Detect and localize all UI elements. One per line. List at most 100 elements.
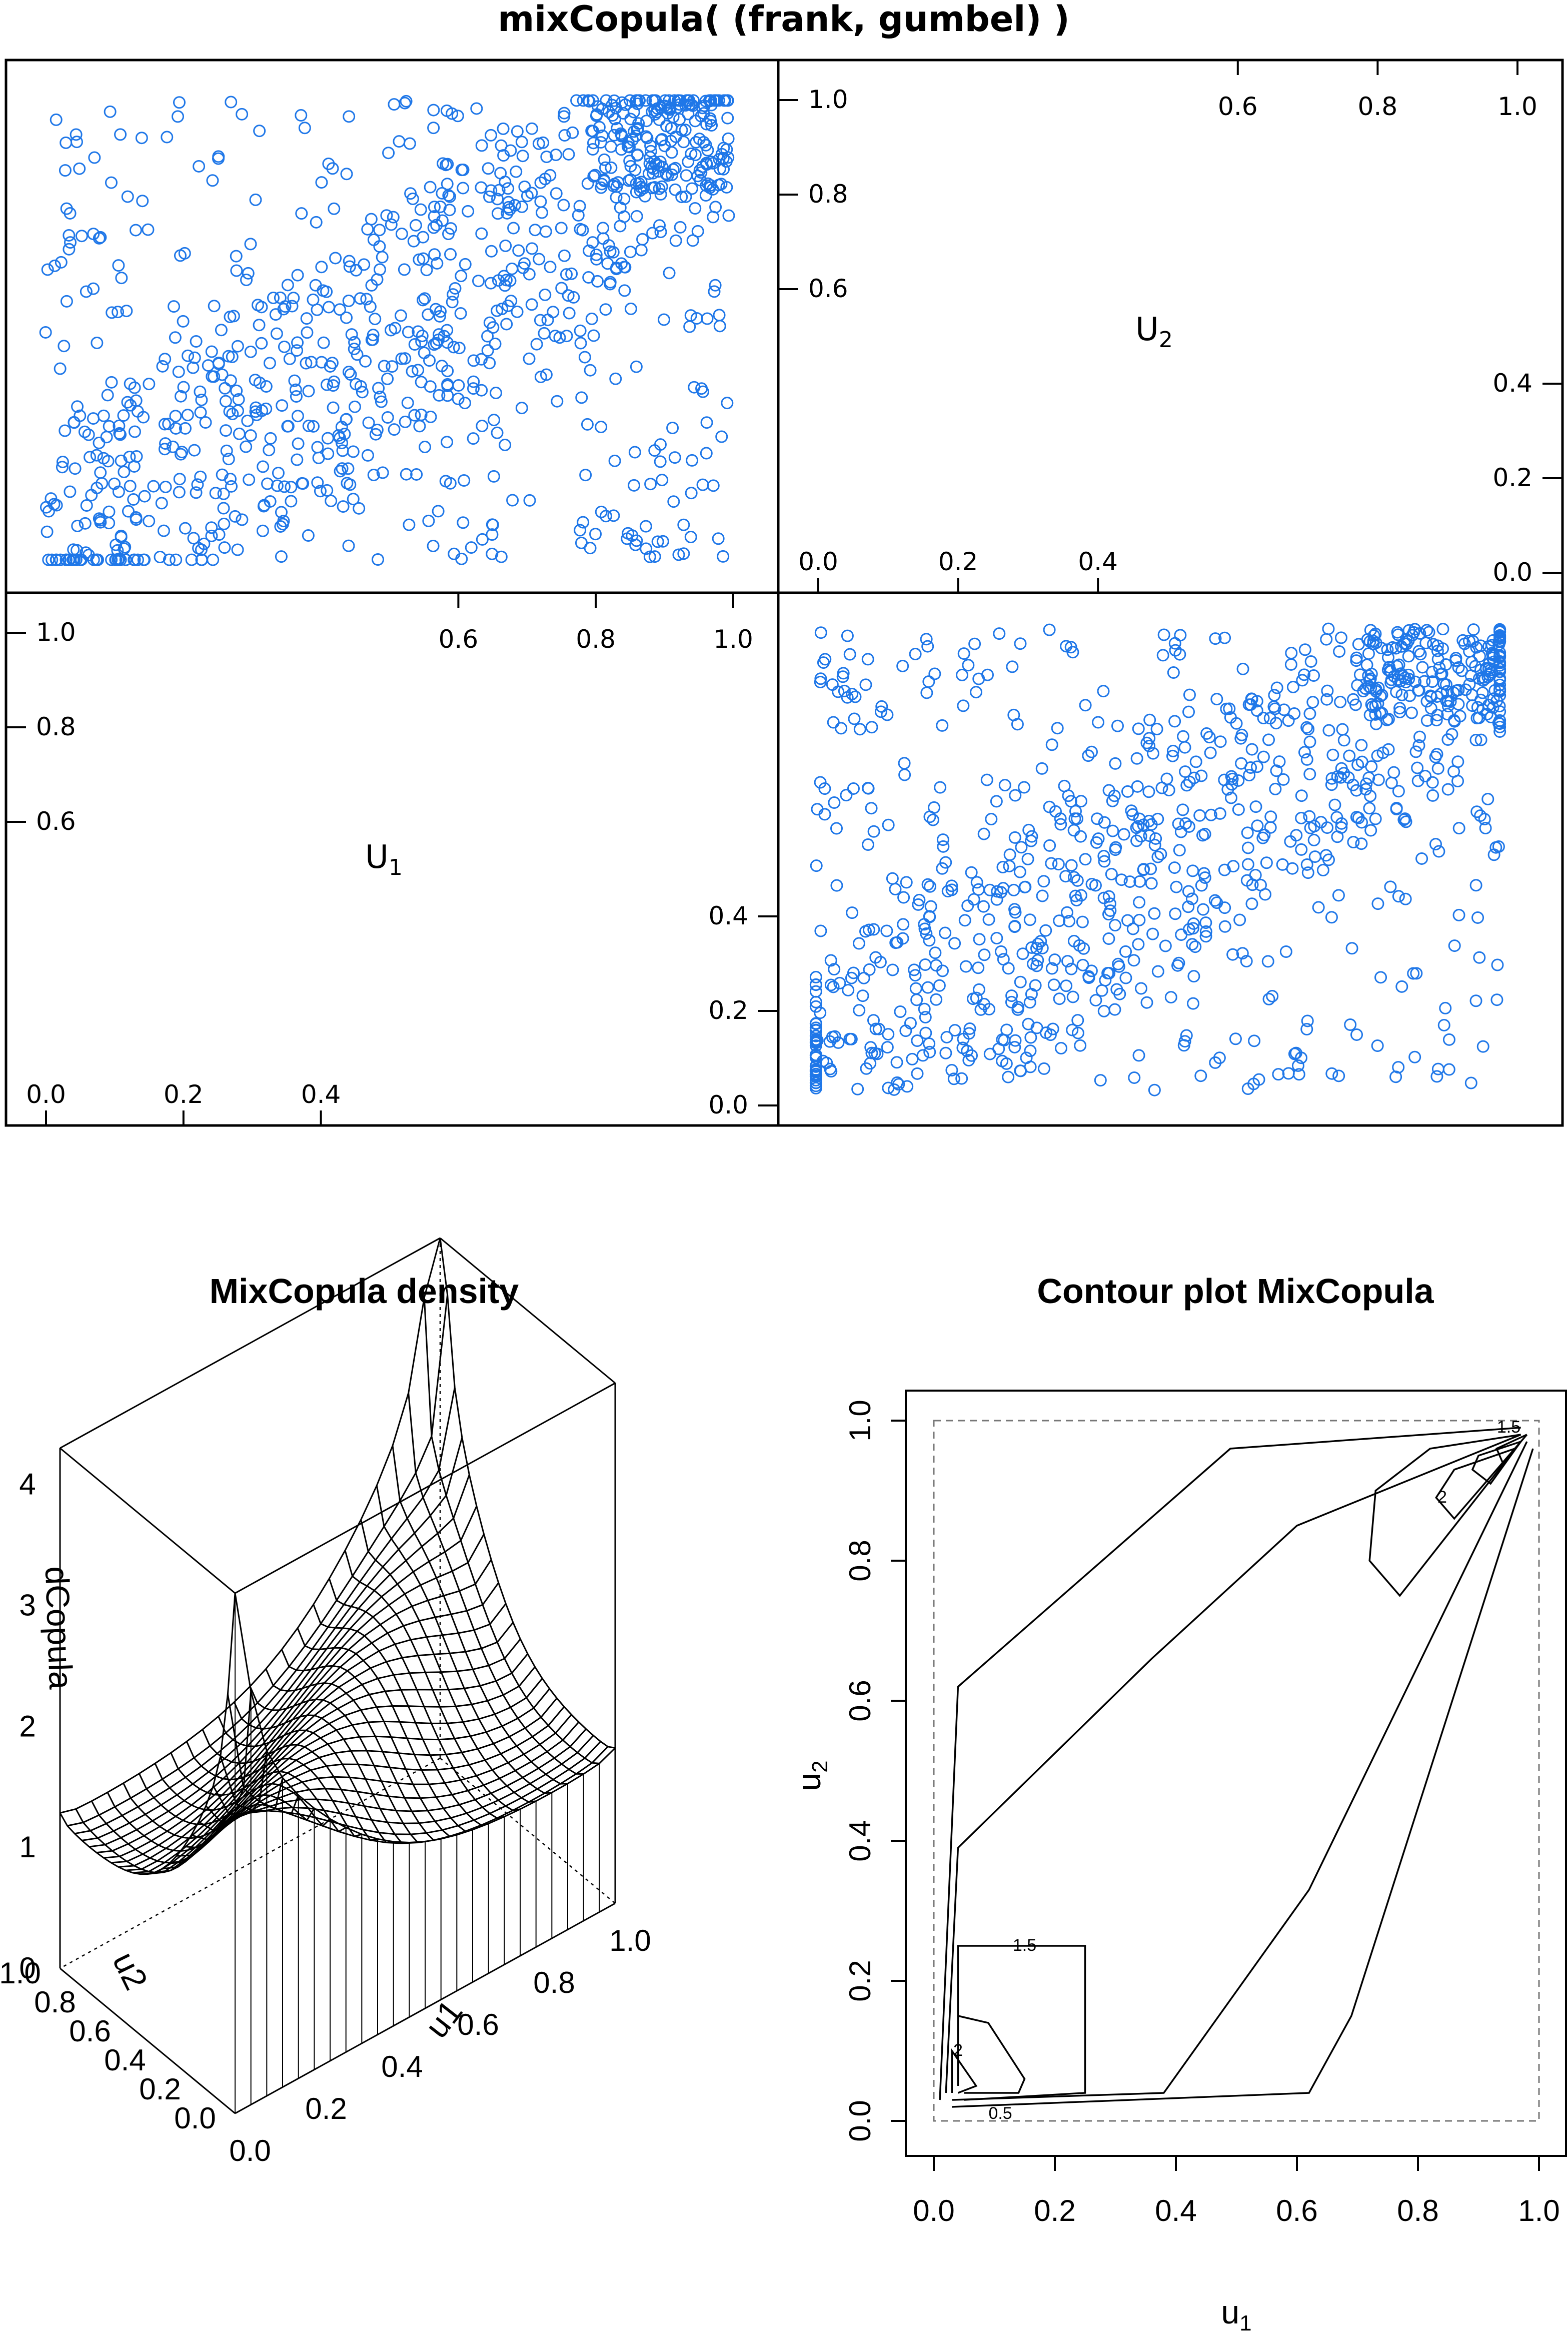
persp-ytick: 1.0 (0, 1956, 41, 1990)
scatter-point (631, 148, 644, 161)
scatter-point (853, 723, 866, 736)
scatter-point (1024, 1044, 1037, 1057)
scatter-point (302, 529, 315, 542)
scatter-point (404, 187, 417, 200)
scatter-point (93, 436, 106, 449)
scatter-point (1349, 698, 1362, 711)
scatter-point (882, 818, 895, 831)
scatter-point (427, 221, 440, 234)
scatter-point (486, 518, 499, 531)
scatter-point (401, 396, 414, 409)
scatter-point (1474, 809, 1487, 822)
scatter-point (439, 475, 452, 488)
scatter-point (1493, 632, 1506, 645)
scatter-point (1430, 1070, 1443, 1083)
scatter-point (128, 460, 141, 473)
scatter-point (983, 1047, 996, 1060)
scatter-point (1156, 649, 1169, 662)
scatter-point (489, 387, 502, 400)
scatter-point (187, 361, 200, 374)
scatter-point (1463, 645, 1476, 658)
scatter-point (1493, 649, 1506, 662)
scatter-point (94, 466, 107, 479)
scatter-point (684, 531, 697, 544)
scatter-point (1054, 818, 1067, 831)
scatter-point (433, 310, 446, 323)
scatter-point (517, 261, 530, 274)
surface-gridline-u2 (220, 1741, 601, 1835)
scatter-point (1200, 727, 1213, 740)
scatter-point (898, 768, 911, 781)
scatter-point (1387, 766, 1400, 779)
scatter-point (194, 406, 207, 419)
scatter-point (1487, 692, 1500, 705)
scatter-point (295, 109, 308, 122)
scatter-point (1256, 831, 1269, 844)
scatter-point (1157, 628, 1170, 641)
tick-label-bottom: 0.4 (301, 1080, 341, 1109)
scatter-point (1359, 783, 1372, 796)
scatter-point (365, 213, 378, 226)
scatter-point (585, 125, 598, 138)
scatter-upper-left (39, 94, 735, 566)
scatter-point (577, 94, 590, 107)
scatter-point (1012, 1000, 1025, 1013)
scatter-point (594, 136, 607, 149)
scatter-point (340, 311, 353, 324)
scatter-point (538, 327, 551, 340)
scatter-point (1418, 675, 1431, 688)
scatter-point (287, 292, 300, 305)
scatter-point (1133, 896, 1146, 909)
scatter-point (867, 825, 880, 838)
scatter-point (1295, 843, 1308, 856)
scatter-point (882, 1081, 895, 1094)
scatter-point (292, 437, 305, 450)
scatter-point (416, 329, 429, 342)
scatter-point (340, 413, 353, 426)
scatter-point (1326, 748, 1339, 761)
scatter-point (512, 244, 525, 257)
contour-line (945, 1434, 1521, 2093)
scatter-point (286, 300, 299, 313)
scatter-point (263, 444, 276, 457)
scatter-point (1169, 907, 1182, 920)
scatter-point (427, 122, 440, 135)
scatter-point (348, 400, 361, 413)
scatter-point (996, 861, 1009, 874)
scatter-point (1148, 1083, 1161, 1096)
scatter-point (1066, 990, 1079, 1003)
scatter-point (419, 441, 432, 454)
scatter-point (886, 963, 899, 976)
scatter-point (1296, 674, 1309, 687)
diag-panel-u1: U1 1.0 0.8 0.6 0.4 0.2 0.0 0.6 0.8 1.0 0.0 0.2 0.4 (6, 593, 778, 1125)
scatter-point (1334, 695, 1347, 708)
scatter-point (137, 553, 150, 566)
contour-title: Contour plot MixCopula (1037, 1272, 1434, 1311)
scatter-point (276, 399, 289, 412)
scatter-point (1180, 1029, 1193, 1042)
tick-label-left: 0.6 (808, 274, 848, 303)
scatter-point (1045, 738, 1058, 751)
scatter-point (668, 94, 681, 107)
scatter-point (1097, 1004, 1110, 1017)
scatter-point (1371, 1039, 1384, 1052)
scatter-point (861, 653, 874, 666)
x-tick-label: 0.6 (1276, 2194, 1317, 2227)
tick-label-right: 0.2 (1492, 463, 1532, 492)
scatter-point (1402, 650, 1415, 663)
scatter-point (515, 136, 528, 149)
scatter-point (173, 486, 186, 499)
scatter-point (605, 140, 618, 153)
scatter-point (1182, 705, 1195, 718)
scatter-point (809, 1051, 822, 1064)
scatter-point (275, 550, 288, 563)
scatter-point (427, 104, 440, 117)
scatter-point (75, 230, 88, 243)
scatter-point (250, 408, 263, 421)
persp-xtick: 0.4 (381, 2050, 423, 2083)
scatter-point (649, 108, 662, 121)
scatter-point (656, 474, 669, 487)
scatter-point (1411, 774, 1424, 787)
scatter-point (1102, 932, 1115, 945)
scatter-point (488, 414, 501, 427)
